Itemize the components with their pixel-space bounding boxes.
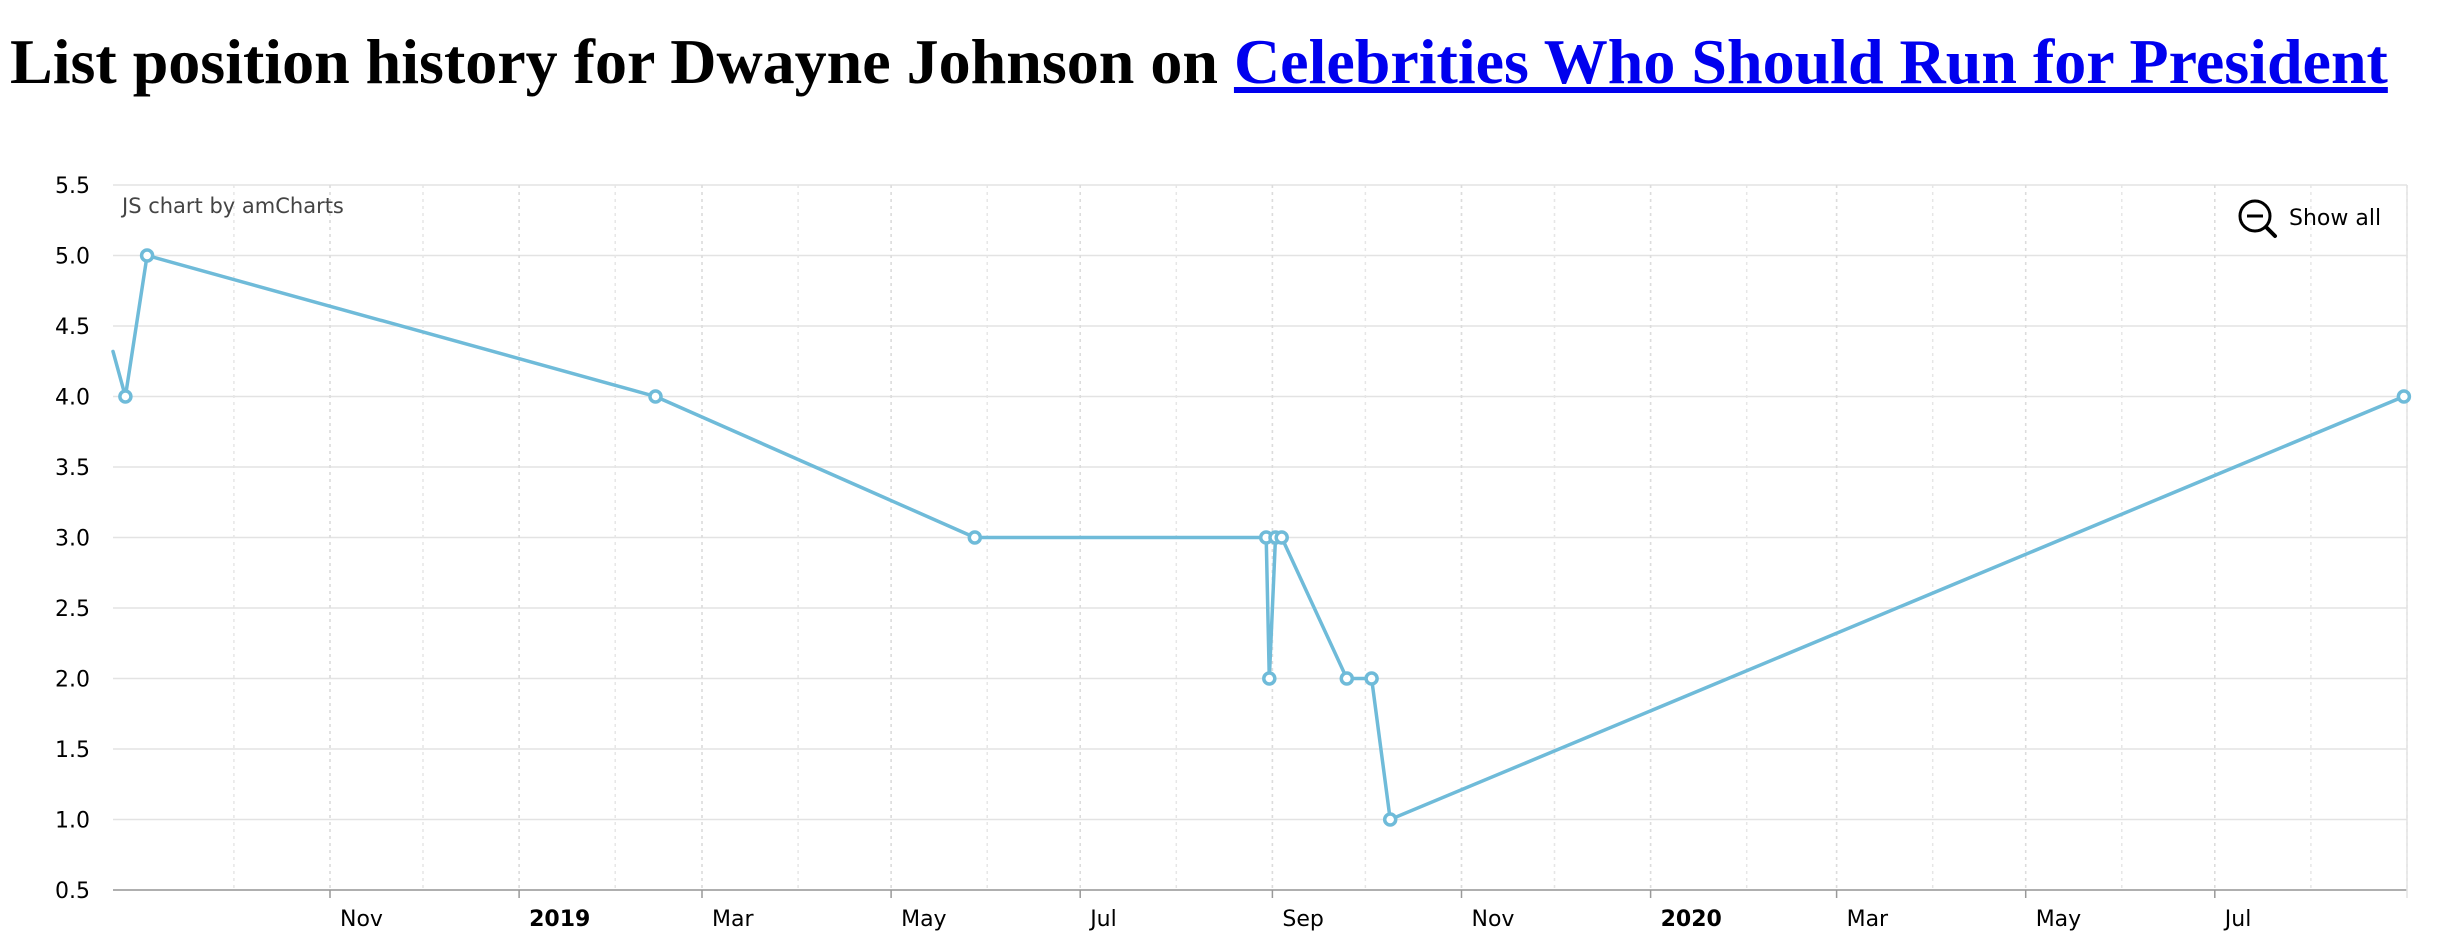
x-tick-label: Nov xyxy=(1472,907,1515,932)
grid-lines xyxy=(113,184,2408,891)
y-tick-label: 1.5 xyxy=(55,738,90,763)
data-point[interactable] xyxy=(118,389,133,404)
x-tick-label: Mar xyxy=(712,907,754,932)
y-tick-label: 5.5 xyxy=(55,174,90,199)
x-tick-label: 2020 xyxy=(1661,907,1722,932)
chart-credit[interactable]: JS chart by amCharts xyxy=(120,194,344,218)
x-tick-label: Sep xyxy=(1282,907,1323,932)
data-point[interactable] xyxy=(648,389,663,404)
data-point[interactable] xyxy=(139,248,155,263)
data-point[interactable] xyxy=(1262,671,1277,686)
y-tick-label: 1.0 xyxy=(55,809,90,834)
x-tick-label: Jul xyxy=(2223,907,2252,932)
x-tick-label: May xyxy=(901,907,946,932)
show-all-label: Show all xyxy=(2289,206,2381,231)
data-point[interactable] xyxy=(2396,389,2412,404)
page-title: List position history for Dwayne Johnson… xyxy=(10,22,2388,102)
y-tick-label: 3.0 xyxy=(55,527,90,552)
title-prefix: List position history for Dwayne Johnson… xyxy=(10,26,1234,97)
x-tick-label: Mar xyxy=(1847,907,1889,932)
data-point[interactable] xyxy=(967,530,983,545)
series-line-layer xyxy=(111,253,2405,822)
data-point[interactable] xyxy=(1364,671,1379,686)
data-points xyxy=(118,248,2412,827)
y-tick-label: 4.5 xyxy=(55,315,90,340)
y-tick-label: 0.5 xyxy=(55,879,90,904)
y-tick-label: 2.0 xyxy=(55,668,90,693)
data-point[interactable] xyxy=(1274,530,1289,545)
y-tick-label: 4.0 xyxy=(55,386,90,411)
axes: 5.5 5.0 4.5 4.0 3.5 3.0 2.5 2.0 1.5 1.0 0.5 Nov 2019… xyxy=(55,174,2408,932)
series-lead-in-segment xyxy=(111,349,128,399)
x-tick-label: 2019 xyxy=(529,907,590,932)
zoom-out-icon xyxy=(2238,199,2277,238)
y-tick-label: 5.0 xyxy=(55,245,90,270)
data-point[interactable] xyxy=(1339,671,1355,686)
y-tick-label: 3.5 xyxy=(55,456,90,481)
data-point[interactable] xyxy=(1382,812,1398,827)
x-tick-label: Nov xyxy=(340,907,383,932)
x-tick-label: May xyxy=(2036,907,2081,932)
y-tick-label: 2.5 xyxy=(55,597,90,622)
list-link[interactable]: Celebrities Who Should Run for President xyxy=(1233,26,2388,97)
show-all-button[interactable]: Show all xyxy=(2222,195,2402,245)
series-line xyxy=(123,253,2405,822)
x-tick-label: Jul xyxy=(1088,907,1117,932)
